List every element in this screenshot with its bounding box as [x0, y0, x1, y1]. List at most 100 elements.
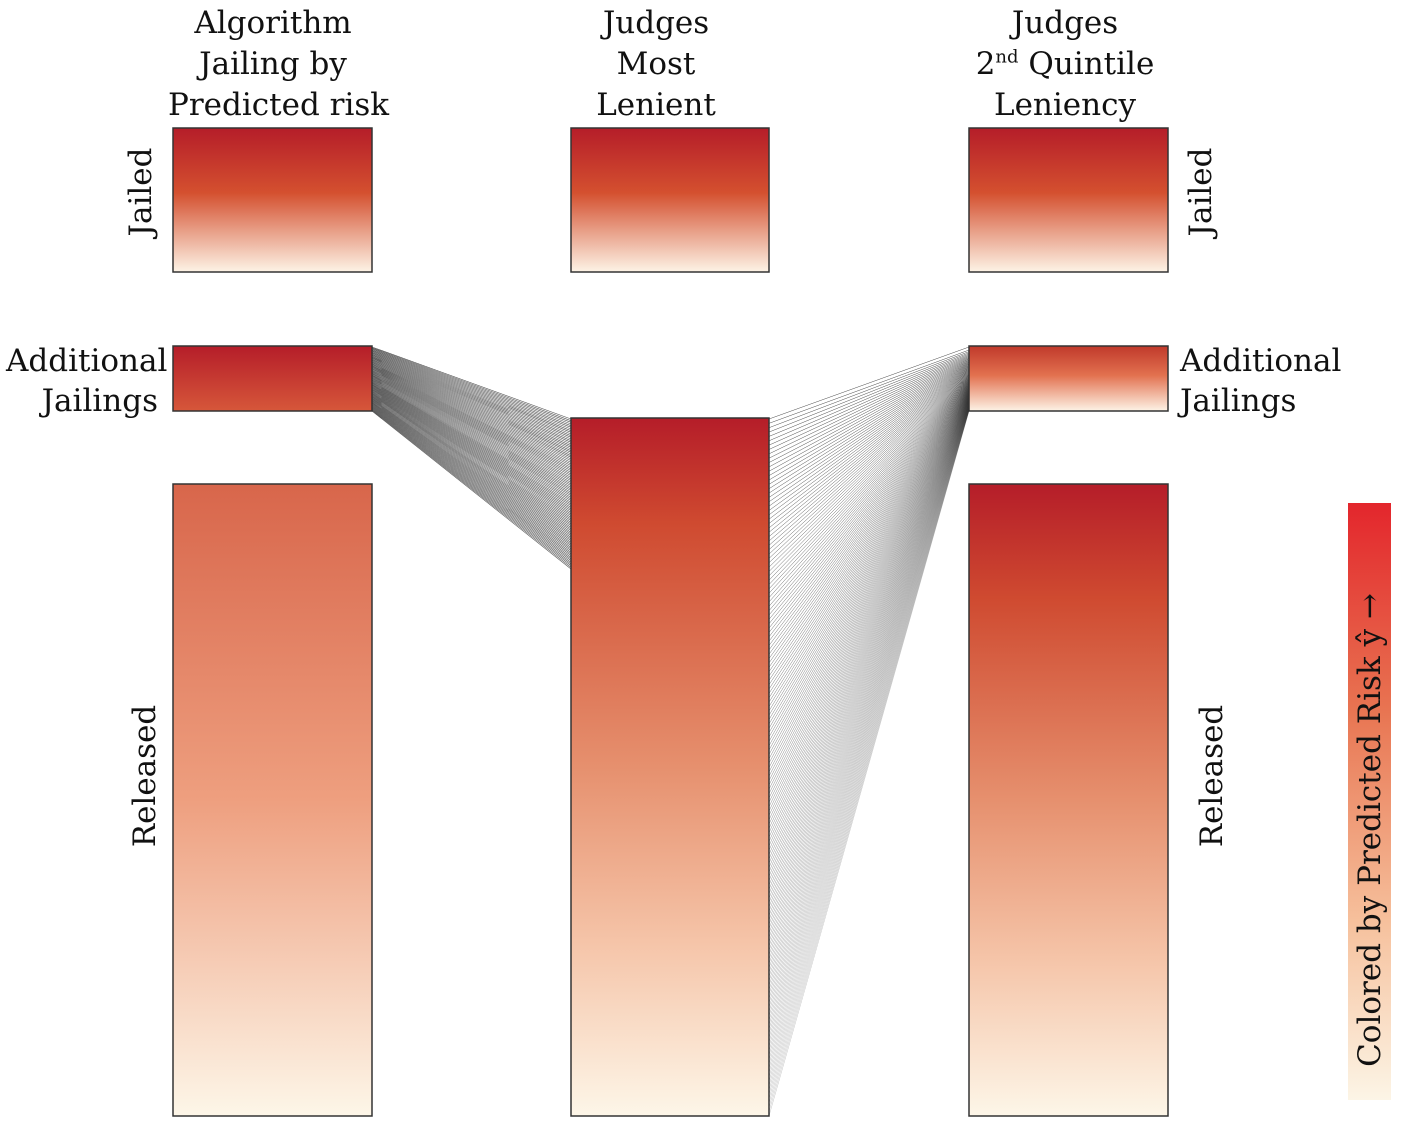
link-line — [768, 396, 970, 877]
link-line — [768, 388, 970, 755]
links-left-to-middle — [371, 346, 572, 570]
column-title-judges-most-lenient: Judges Most Lenient — [561, 3, 751, 126]
link-line — [768, 390, 970, 794]
algorithm-released-box — [172, 483, 373, 1117]
link-line — [768, 356, 970, 450]
link-line — [371, 386, 572, 513]
link-line — [768, 354, 970, 442]
link-line — [371, 352, 572, 433]
link-line — [371, 378, 572, 493]
link-line — [768, 384, 970, 711]
link-line — [371, 363, 572, 458]
link-line — [768, 383, 970, 698]
link-line — [768, 396, 970, 881]
link-line — [768, 400, 970, 934]
link-line — [768, 367, 970, 529]
link-line — [371, 400, 572, 545]
link-line — [768, 373, 970, 581]
jailed-label-left: Jailed — [123, 147, 159, 237]
link-line — [768, 403, 970, 995]
link-line — [371, 384, 572, 508]
link-line — [768, 370, 970, 555]
link-line — [768, 395, 970, 864]
link-line — [768, 369, 970, 546]
link-line — [768, 403, 970, 990]
link-line — [768, 402, 970, 973]
link-line — [768, 401, 970, 951]
link-line — [768, 400, 970, 938]
link-line — [768, 388, 970, 764]
link-line — [768, 372, 970, 572]
link-line — [371, 403, 572, 553]
column-title-line: Jailing by — [199, 46, 347, 82]
link-line — [768, 408, 970, 1073]
link-line — [371, 363, 572, 460]
link-line — [371, 360, 572, 451]
link-line — [371, 388, 572, 518]
link-line — [768, 382, 970, 681]
link-line — [371, 378, 572, 495]
link-line — [371, 348, 572, 423]
link-line — [371, 360, 572, 453]
link-line — [768, 386, 970, 738]
link-line — [768, 401, 970, 960]
link-line — [371, 355, 572, 441]
link-line — [768, 410, 970, 1112]
link-line — [768, 391, 970, 807]
link-line — [371, 410, 572, 568]
link-line — [768, 357, 970, 455]
link-line — [371, 385, 572, 510]
label-line: Additional — [1180, 343, 1342, 379]
link-line — [371, 400, 572, 546]
link-line — [371, 383, 572, 506]
link-line — [768, 382, 970, 685]
link-line — [768, 397, 970, 886]
link-line — [768, 409, 970, 1086]
link-line — [768, 349, 970, 424]
released-label-right: Released — [1194, 704, 1230, 848]
link-line — [768, 365, 970, 507]
link-line — [371, 385, 572, 511]
link-line — [768, 408, 970, 1077]
column-title-word: Quintile — [1028, 46, 1155, 82]
link-line — [371, 353, 572, 435]
link-line — [768, 385, 970, 725]
link-line — [371, 407, 572, 561]
link-line — [371, 387, 572, 516]
link-line — [371, 353, 572, 436]
link-line — [768, 358, 970, 463]
link-line — [371, 390, 572, 521]
link-line — [768, 404, 970, 1012]
label-line: Jailings — [1180, 383, 1297, 419]
link-line — [371, 381, 572, 501]
link-line — [371, 355, 572, 440]
link-line — [768, 359, 970, 468]
link-line — [768, 388, 970, 759]
link-line — [768, 379, 970, 642]
link-line — [768, 398, 970, 899]
link-line — [768, 394, 970, 851]
link-line — [371, 377, 572, 491]
link-line — [768, 355, 970, 446]
link-line — [768, 387, 970, 751]
link-line — [371, 368, 572, 470]
link-line — [371, 375, 572, 488]
link-line — [371, 374, 572, 485]
link-line — [768, 395, 970, 855]
link-line — [768, 402, 970, 964]
jailed-label-right: Jailed — [1183, 147, 1219, 237]
column-title-line: Algorithm — [194, 5, 352, 41]
link-line — [768, 394, 970, 847]
link-line — [371, 407, 572, 563]
link-line — [371, 359, 572, 450]
link-line — [768, 393, 970, 825]
link-line — [371, 362, 572, 456]
link-line — [768, 408, 970, 1064]
link-line — [371, 402, 572, 550]
link-line — [768, 410, 970, 1104]
link-line — [768, 377, 970, 629]
link-line — [371, 395, 572, 533]
link-line — [371, 356, 572, 443]
link-line — [371, 351, 572, 431]
